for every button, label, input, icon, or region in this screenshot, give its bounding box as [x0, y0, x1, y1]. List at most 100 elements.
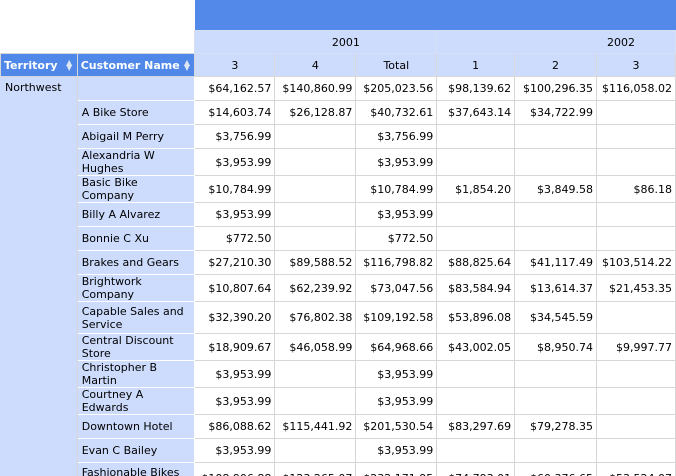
value-cell[interactable] [274, 202, 357, 227]
value-cell[interactable]: $3,953.99 [355, 360, 438, 388]
value-cell[interactable]: $103,514.22 [595, 250, 676, 275]
value-cell[interactable]: $41,117.49 [514, 250, 597, 275]
value-cell[interactable]: $73,047.56 [355, 274, 438, 302]
value-cell[interactable]: $26,128.87 [274, 100, 357, 125]
value-cell[interactable] [514, 438, 597, 463]
quarter-header[interactable]: 2 [514, 53, 597, 77]
value-cell[interactable] [595, 148, 676, 176]
value-cell[interactable]: $3,756.99 [194, 124, 276, 149]
value-cell[interactable]: $116,058.02 [595, 76, 676, 101]
value-cell[interactable]: $3,953.99 [355, 148, 438, 176]
value-cell[interactable]: $3,953.99 [194, 387, 276, 415]
customer-name-cell[interactable]: Brakes and Gears [76, 250, 196, 275]
value-cell[interactable]: $232,171.95 [355, 462, 438, 476]
value-cell[interactable]: $10,784.99 [355, 175, 438, 203]
value-cell[interactable] [514, 202, 597, 227]
value-cell[interactable] [274, 360, 357, 388]
value-cell[interactable] [274, 175, 357, 203]
value-cell[interactable] [514, 226, 597, 251]
territory-cell[interactable]: Northwest [0, 76, 78, 476]
value-cell[interactable]: $60,376.65 [514, 462, 597, 476]
value-cell[interactable]: $100,296.35 [514, 76, 597, 101]
value-cell[interactable]: $53,524.07 [595, 462, 676, 476]
value-cell[interactable]: $32,390.20 [194, 301, 276, 334]
value-cell[interactable]: $14,603.74 [194, 100, 276, 125]
value-cell[interactable]: $62,239.92 [274, 274, 357, 302]
value-cell[interactable]: $46,058.99 [274, 333, 357, 361]
customer-name-cell[interactable]: Evan C Bailey [76, 438, 196, 463]
value-cell[interactable]: $8,950.74 [514, 333, 597, 361]
value-cell[interactable]: $89,588.52 [274, 250, 357, 275]
value-cell[interactable]: $76,802.38 [274, 301, 357, 334]
value-cell[interactable]: $43,002.05 [436, 333, 516, 361]
customer-name-cell[interactable]: Brightwork Company [76, 274, 196, 302]
value-cell[interactable]: $86,088.62 [194, 414, 276, 439]
value-cell[interactable]: $772.50 [194, 226, 276, 251]
value-cell[interactable]: $140,860.99 [274, 76, 357, 101]
value-cell[interactable] [595, 414, 676, 439]
value-cell[interactable] [274, 148, 357, 176]
customer-name-cell[interactable]: Basic Bike Company [76, 175, 196, 203]
value-cell[interactable]: $116,798.82 [355, 250, 438, 275]
value-cell[interactable] [274, 226, 357, 251]
value-cell[interactable]: $1,854.20 [436, 175, 516, 203]
value-cell[interactable]: $3,953.99 [194, 360, 276, 388]
value-cell[interactable] [595, 301, 676, 334]
year-header[interactable]: 2002 [436, 30, 676, 54]
customer-name-cell[interactable]: Courtney A Edwards [76, 387, 196, 415]
customer-name-cell[interactable]: Downtown Hotel [76, 414, 196, 439]
value-cell[interactable] [436, 202, 516, 227]
value-cell[interactable]: $74,793.01 [436, 462, 516, 476]
value-cell[interactable]: $37,643.14 [436, 100, 516, 125]
value-cell[interactable] [595, 387, 676, 415]
value-cell[interactable] [514, 124, 597, 149]
value-cell[interactable]: $123,265.07 [274, 462, 357, 476]
value-cell[interactable] [436, 360, 516, 388]
value-cell[interactable]: $772.50 [355, 226, 438, 251]
value-cell[interactable]: $64,162.57 [194, 76, 276, 101]
value-cell[interactable]: $115,441.92 [274, 414, 357, 439]
value-cell[interactable] [595, 438, 676, 463]
value-cell[interactable]: $3,756.99 [355, 124, 438, 149]
value-cell[interactable] [514, 387, 597, 415]
customer-name-header[interactable]: Customer Name ▲ ▼ [76, 53, 196, 77]
value-cell[interactable] [514, 360, 597, 388]
value-cell[interactable]: $205,023.56 [355, 76, 438, 101]
value-cell[interactable] [436, 124, 516, 149]
value-cell[interactable]: $3,953.99 [194, 438, 276, 463]
value-cell[interactable] [595, 226, 676, 251]
quarter-header[interactable]: Total [355, 53, 438, 77]
value-cell[interactable]: $3,953.99 [355, 387, 438, 415]
value-cell[interactable]: $13,614.37 [514, 274, 597, 302]
quarter-header[interactable]: 4 [274, 53, 357, 77]
value-cell[interactable]: $3,849.58 [514, 175, 597, 203]
value-cell[interactable]: $18,909.67 [194, 333, 276, 361]
value-cell[interactable] [514, 148, 597, 176]
sort-up-down-icon[interactable]: ▲ ▼ [66, 57, 73, 72]
value-cell[interactable] [274, 387, 357, 415]
value-cell[interactable] [595, 202, 676, 227]
quarter-header[interactable]: 1 [436, 53, 516, 77]
quarter-header[interactable]: 3 [595, 53, 676, 77]
year-header[interactable]: 2001 [194, 30, 438, 54]
value-cell[interactable] [595, 124, 676, 149]
value-cell[interactable]: $21,453.35 [595, 274, 676, 302]
territory-header[interactable]: Territory ▲ ▼ [0, 53, 78, 77]
customer-name-cell[interactable]: Alexandria W Hughes [76, 148, 196, 176]
value-cell[interactable]: $3,953.99 [194, 202, 276, 227]
value-cell[interactable]: $98,139.62 [436, 76, 516, 101]
value-cell[interactable] [595, 100, 676, 125]
value-cell[interactable]: $79,278.35 [514, 414, 597, 439]
quarter-header[interactable]: 3 [194, 53, 276, 77]
customer-name-cell[interactable]: A Bike Store [76, 100, 196, 125]
value-cell[interactable]: $86.18 [595, 175, 676, 203]
customer-name-cell[interactable]: Abigail M Perry [76, 124, 196, 149]
customer-name-cell[interactable]: Billy A Alvarez [76, 202, 196, 227]
value-cell[interactable]: $34,545.59 [514, 301, 597, 334]
value-cell[interactable] [436, 387, 516, 415]
value-cell[interactable]: $64,968.66 [355, 333, 438, 361]
sort-up-down-icon[interactable]: ▲ ▼ [183, 57, 191, 72]
value-cell[interactable] [436, 148, 516, 176]
value-cell[interactable]: $3,953.99 [194, 148, 276, 176]
customer-name-cell[interactable]: Fashionable Bikes and Accessories [76, 462, 196, 476]
